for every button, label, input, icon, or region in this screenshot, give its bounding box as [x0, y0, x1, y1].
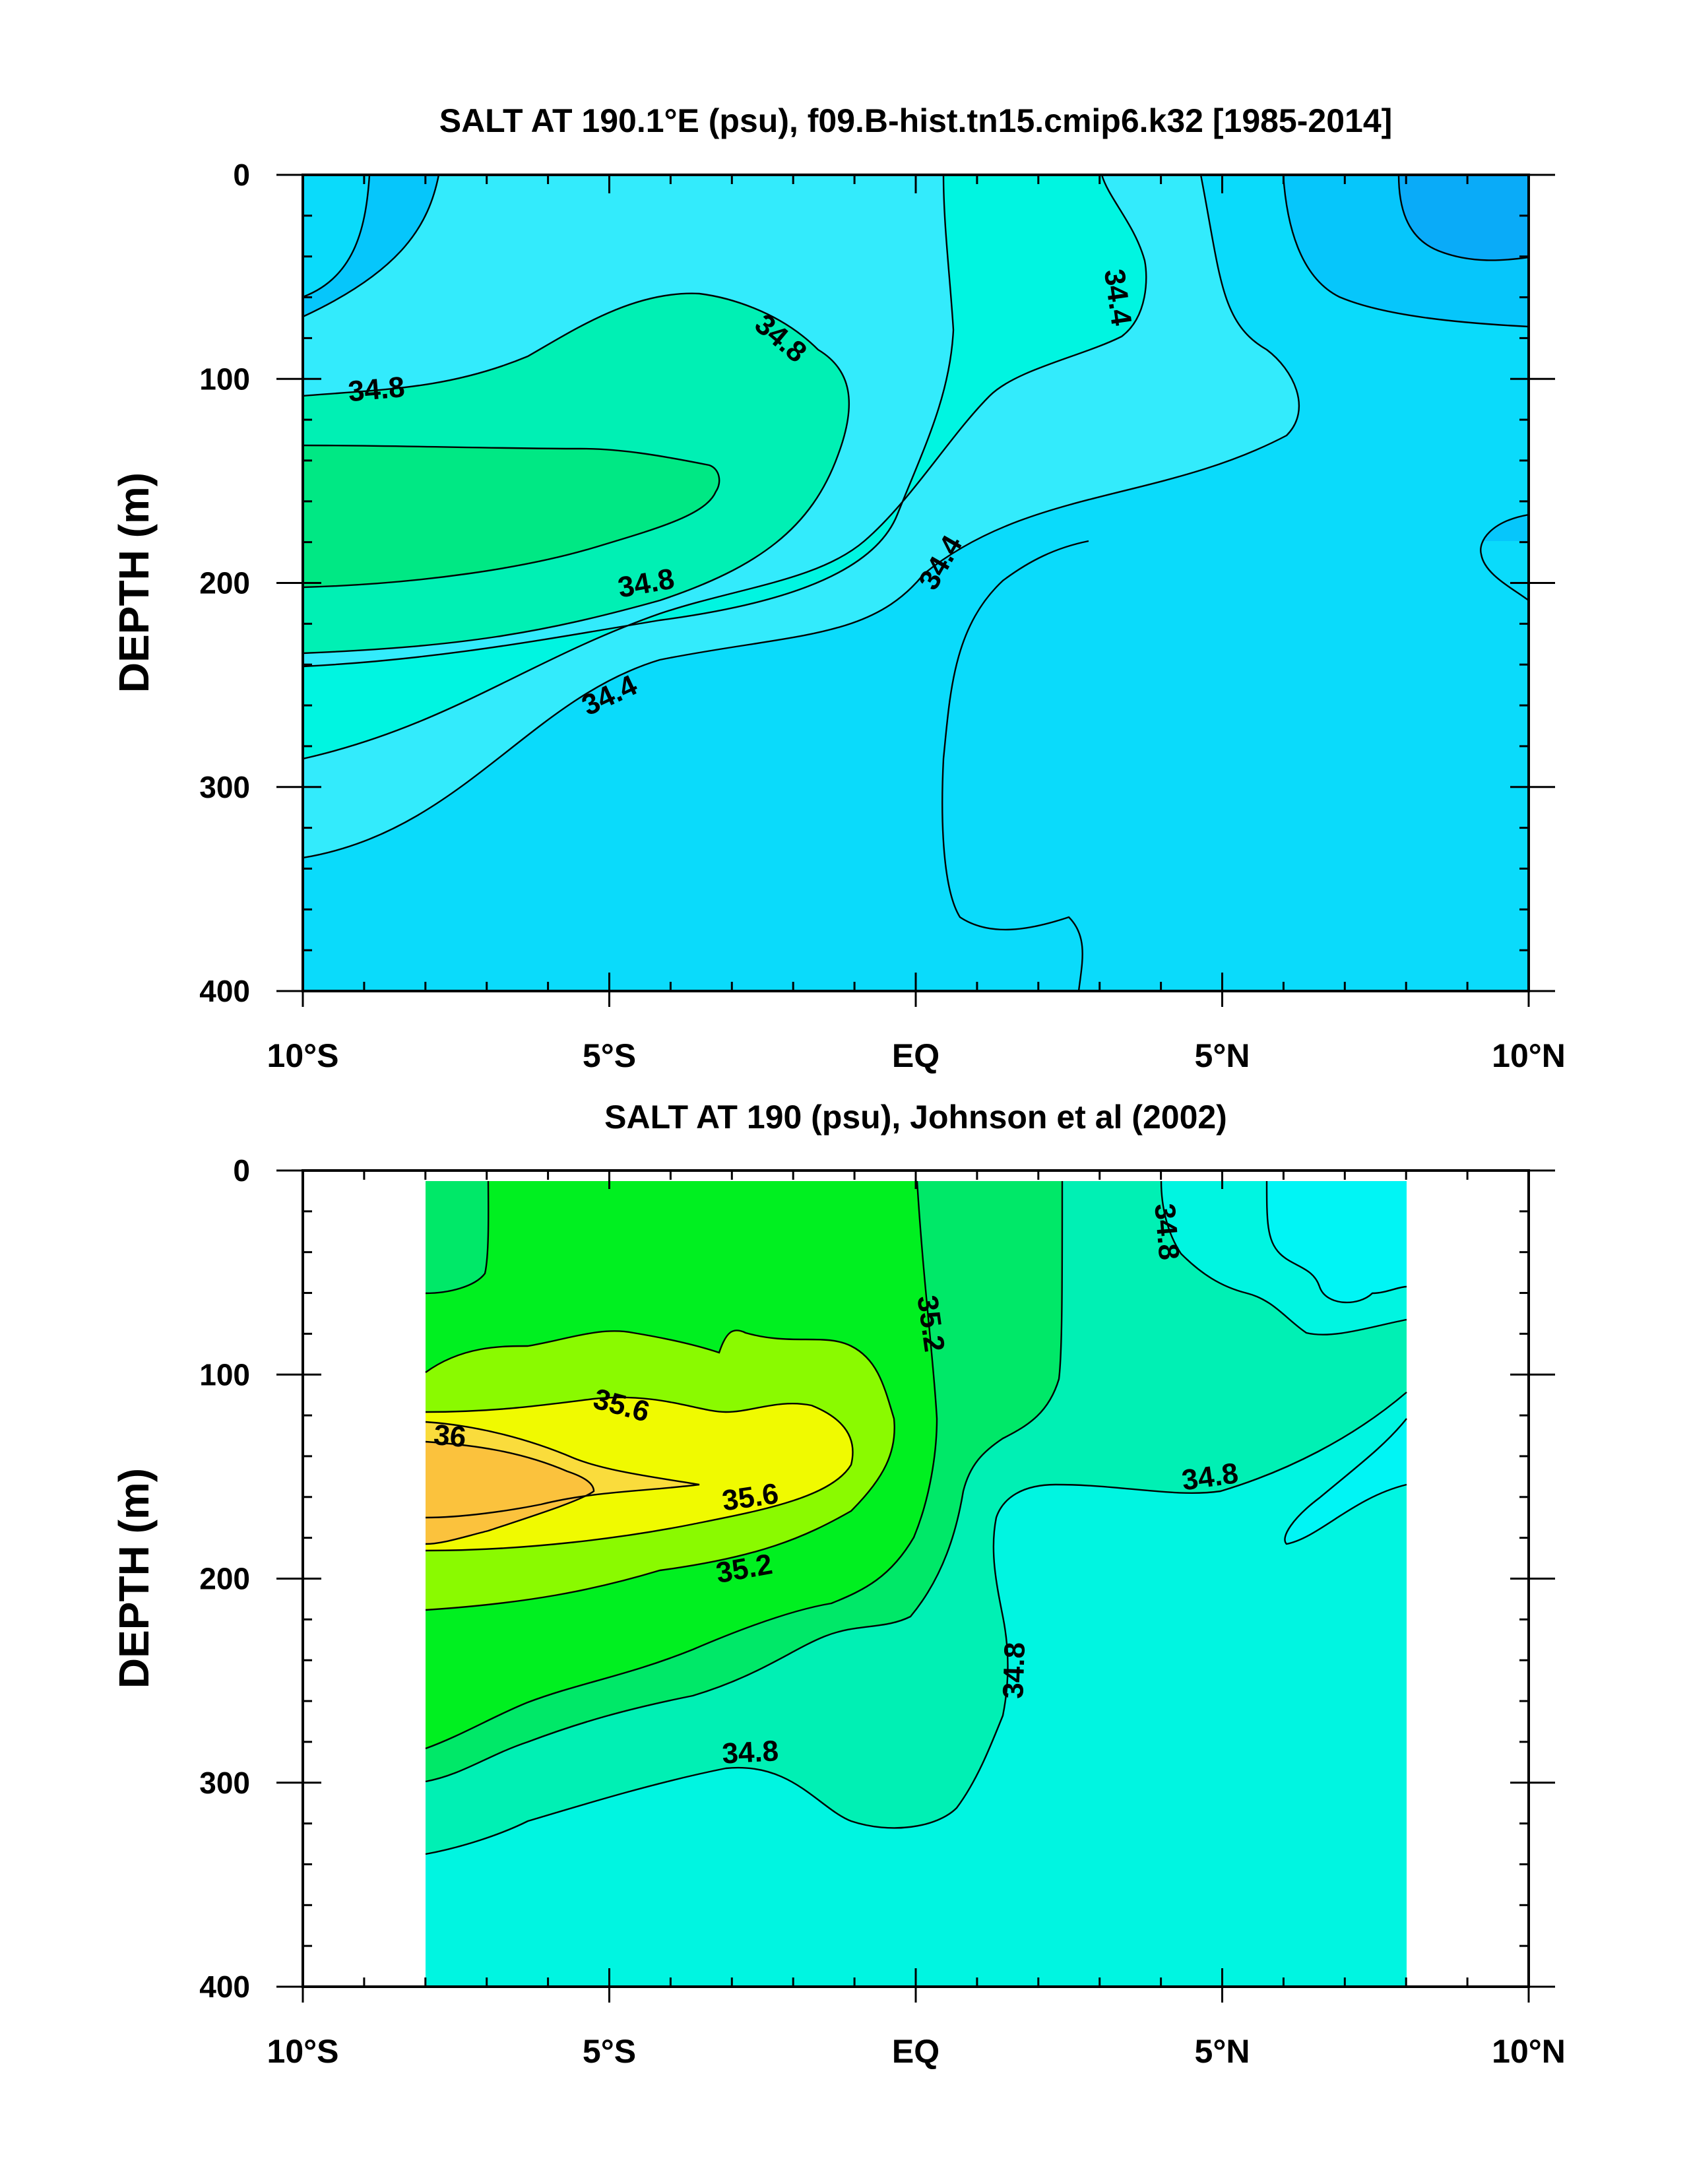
- y-tick-label: 400: [199, 974, 250, 1008]
- contour-label: 34.4: [1098, 267, 1138, 328]
- y-tick-label: 200: [199, 1562, 250, 1596]
- contour-label: 34.8: [1180, 1457, 1240, 1496]
- panel-1-y-axis-label: DEPTH (m): [110, 472, 158, 693]
- y-tick-label: 300: [199, 770, 250, 804]
- panel-2-y-axis-label: DEPTH (m): [110, 1468, 158, 1688]
- p1-fill-34.2-southwest: [303, 175, 369, 297]
- contour-label-text: 34.8: [997, 1642, 1031, 1699]
- x-tick-label: 5°N: [1195, 1037, 1250, 1074]
- p2-fill-36.0: [426, 1442, 594, 1544]
- panel-2-ticks: [276, 1169, 1555, 2003]
- p1-fill-33.8-northeast: [1399, 175, 1529, 261]
- contour-label: 35.6: [720, 1477, 781, 1517]
- contour-label: 34.8: [997, 1642, 1031, 1699]
- x-tick-label: 5°S: [583, 2033, 636, 2070]
- contour-label-text: 34.8: [347, 371, 406, 408]
- y-tick-label: 400: [199, 1970, 250, 2004]
- panel-1: SALT AT 190.1°E (psu), f09.B-hist.tn15.c…: [110, 102, 1566, 1074]
- panel-2-y-tick-labels: 0 100 200 300 400: [199, 1153, 250, 2004]
- y-tick-label: 200: [199, 566, 250, 600]
- contour-label-text: 34.8: [1180, 1457, 1240, 1496]
- p1-fill-35.0: [303, 445, 720, 587]
- contour-label: 34.8: [721, 1735, 779, 1770]
- x-tick-label: 5°S: [583, 1037, 636, 1074]
- contour-label-text: 34.4: [1098, 267, 1138, 328]
- contour-label-text: 34.8: [721, 1735, 779, 1770]
- contour-label: 34.8: [347, 371, 406, 408]
- x-tick-label: 10°N: [1492, 2033, 1566, 2070]
- x-tick-label: EQ: [892, 1037, 940, 1074]
- p2-fill-34.6-northeast: [1267, 1181, 1407, 1302]
- contour-label-text: 36: [432, 1419, 467, 1454]
- y-tick-label: 0: [233, 158, 250, 192]
- y-tick-label: 100: [199, 1357, 250, 1392]
- x-tick-label: 10°N: [1492, 1037, 1566, 1074]
- panel-1-contour-lines: [303, 175, 1529, 991]
- y-tick-label: 0: [233, 1153, 250, 1188]
- x-tick-label: 5°N: [1195, 2033, 1250, 2070]
- x-tick-label: 10°S: [267, 2033, 339, 2070]
- contour-label-text: 35.2: [911, 1293, 951, 1354]
- y-tick-label: 300: [199, 1766, 250, 1800]
- contour-label: 35.2: [911, 1293, 951, 1354]
- panel-1-plot-area: 34.434.834.834.8 34.434.4: [303, 175, 1529, 991]
- panel-2-contour-lines: [425, 1180, 1407, 1855]
- panel-1-x-tick-labels: 10°S 5°S EQ 5°N 10°N: [267, 1037, 1566, 1074]
- panel-2-x-tick-labels: 10°S 5°S EQ 5°N 10°N: [267, 2033, 1566, 2070]
- panel-1-ticks: [276, 174, 1555, 1007]
- contour-label: 36: [432, 1419, 467, 1454]
- p1-fill-34.6: [303, 175, 1147, 759]
- panel-1-title: SALT AT 190.1°E (psu), f09.B-hist.tn15.c…: [439, 102, 1393, 139]
- p2-fill-34.6-east-lens: [1285, 1419, 1407, 1544]
- x-tick-label: EQ: [892, 2033, 940, 2070]
- contour-label: 34.8: [1148, 1202, 1185, 1262]
- p1-fill-34.2-east-bulge: [942, 541, 1529, 991]
- y-tick-label: 100: [199, 362, 250, 396]
- contour-label-text: 35.6: [720, 1477, 781, 1517]
- x-tick-label: 10°S: [267, 1037, 339, 1074]
- panel-2-title: SALT AT 190 (psu), Johnson et al (2002): [604, 1099, 1227, 1136]
- contour-label-text: 34.8: [1148, 1202, 1185, 1262]
- panel-1-y-tick-labels: 0 100 200 300 400: [199, 158, 250, 1008]
- panel-2: SALT AT 190 (psu), Johnson et al (2002): [110, 1099, 1566, 2070]
